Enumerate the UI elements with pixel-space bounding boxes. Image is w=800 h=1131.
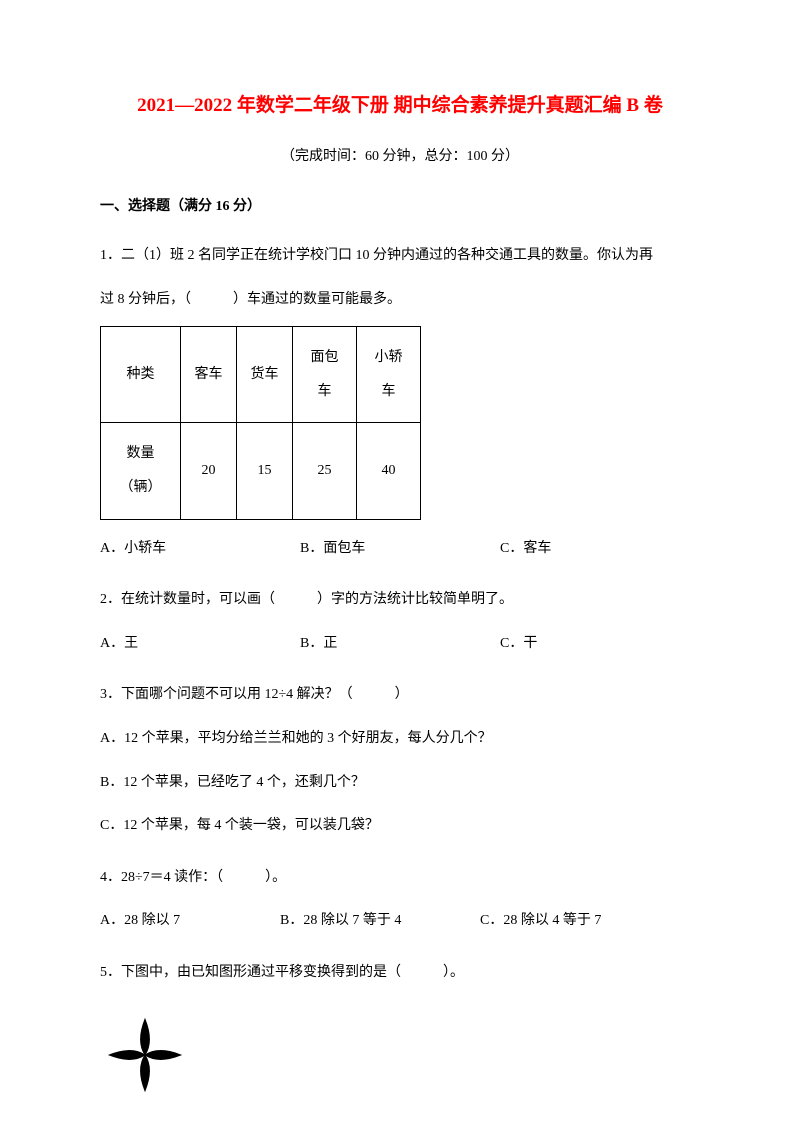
q3-option-a: A．12 个苹果，平均分给兰兰和她的 3 个好朋友，每人分几个？ — [100, 722, 700, 756]
th-truck: 货车 — [237, 327, 293, 423]
q1-option-a: A．小轿车 — [100, 532, 300, 566]
q3-option-c: C．12 个苹果，每 4 个装一袋，可以装几袋？ — [100, 809, 700, 843]
th-bus: 客车 — [181, 327, 237, 423]
question-2: 2．在统计数量时，可以画（ ）字的方法统计比较简单明了。 A．王 B．正 C．干 — [100, 583, 700, 660]
q1-option-b: B．面包车 — [300, 532, 500, 566]
td-bus: 20 — [181, 423, 237, 519]
q2-options: A．王 B．正 C．干 — [100, 627, 700, 661]
td-car: 40 — [357, 423, 421, 519]
q4-text: 4．28÷7＝4 读作：（ ）。 — [100, 861, 700, 895]
document-title: 2021—2022 年数学二年级下册 期中综合素养提升真题汇编 B 卷 — [100, 90, 700, 117]
q1-option-c: C．客车 — [500, 532, 700, 566]
table-header-row: 种类 客车 货车 面包车 小轿车 — [101, 327, 421, 423]
th-van: 面包车 — [293, 327, 357, 423]
q2-option-b: B．正 — [300, 627, 500, 661]
q2-option-a: A．王 — [100, 627, 300, 661]
q1-text-line1: 1．二（1）班 2 名同学正在统计学校门口 10 分钟内通过的各种交通工具的数量… — [100, 239, 700, 273]
q1-text-line2: 过 8 分钟后，（ ）车通过的数量可能最多。 — [100, 283, 700, 317]
question-1: 1．二（1）班 2 名同学正在统计学校门口 10 分钟内通过的各种交通工具的数量… — [100, 239, 700, 565]
q2-text: 2．在统计数量时，可以画（ ）字的方法统计比较简单明了。 — [100, 583, 700, 617]
document-subtitle: （完成时间：60 分钟，总分：100 分） — [100, 145, 700, 165]
q1-options: A．小轿车 B．面包车 C．客车 — [100, 532, 700, 566]
td-truck: 15 — [237, 423, 293, 519]
question-5: 5．下图中，由已知图形通过平移变换得到的是（ ）。 — [100, 956, 700, 1113]
th-car: 小轿车 — [357, 327, 421, 423]
four-petal-flower-icon — [100, 1000, 700, 1114]
section-1-header: 一、选择题（满分 16 分） — [100, 195, 700, 215]
q4-option-c: C．28 除以 4 等于 7 — [480, 904, 700, 938]
table-data-row: 数量（辆） 20 15 25 40 — [101, 423, 421, 519]
q3-option-b: B．12 个苹果，已经吃了 4 个，还剩几个？ — [100, 766, 700, 800]
q3-text: 3．下面哪个问题不可以用 12÷4 解决？（ ） — [100, 678, 700, 712]
q5-text: 5．下图中，由已知图形通过平移变换得到的是（ ）。 — [100, 956, 700, 990]
q1-table: 种类 客车 货车 面包车 小轿车 数量（辆） 20 15 25 40 — [100, 326, 421, 519]
td-van: 25 — [293, 423, 357, 519]
td-label: 数量（辆） — [101, 423, 181, 519]
q4-option-a: A．28 除以 7 — [100, 904, 280, 938]
q2-option-c: C．干 — [500, 627, 700, 661]
question-4: 4．28÷7＝4 读作：（ ）。 A．28 除以 7 B．28 除以 7 等于 … — [100, 861, 700, 938]
q4-option-b: B．28 除以 7 等于 4 — [280, 904, 480, 938]
th-type: 种类 — [101, 327, 181, 423]
q4-options: A．28 除以 7 B．28 除以 7 等于 4 C．28 除以 4 等于 7 — [100, 904, 700, 938]
question-3: 3．下面哪个问题不可以用 12÷4 解决？（ ） A．12 个苹果，平均分给兰兰… — [100, 678, 700, 842]
